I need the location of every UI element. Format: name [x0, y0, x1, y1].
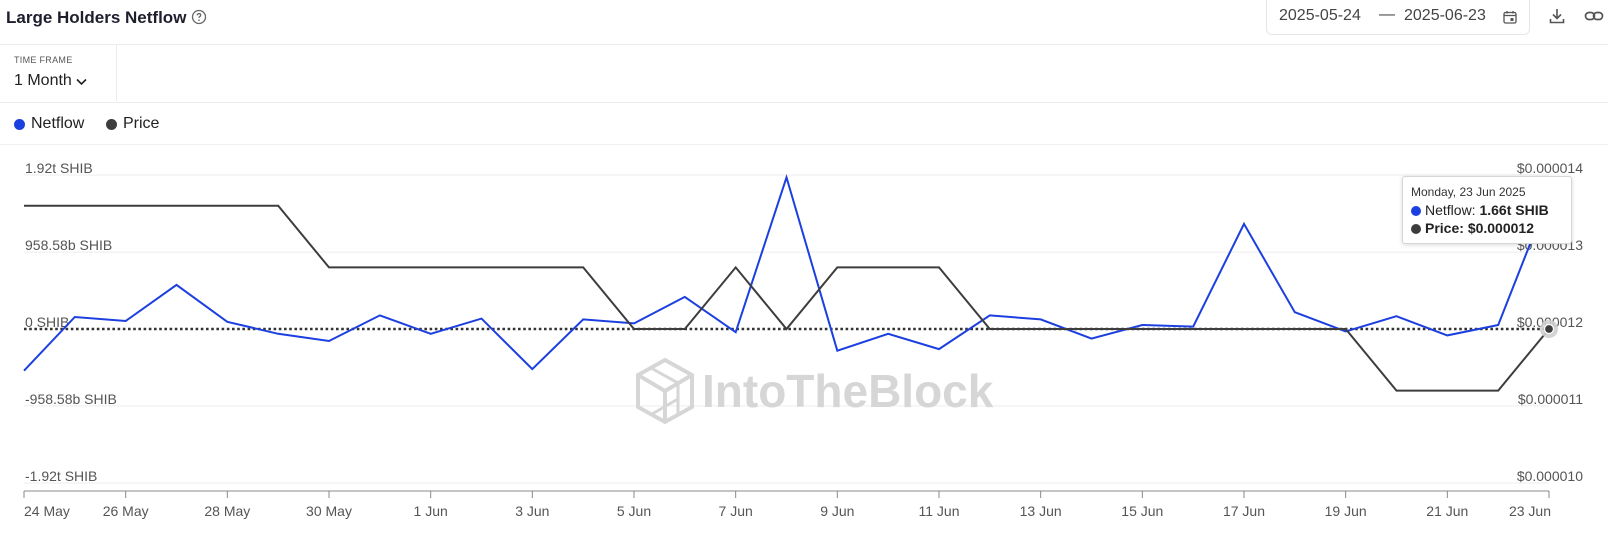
tooltip-netflow-value: 1.66t SHIB	[1479, 202, 1549, 218]
x-tick-label: 1 Jun	[414, 503, 448, 519]
tooltip-price-label: Price:	[1425, 220, 1464, 236]
y-axis-left: 1.92t SHIB 958.58b SHIB 0 SHIB -958.58b SHI…	[25, 160, 117, 484]
timeframe-selector[interactable]: TIME FRAME 1 Month	[0, 45, 117, 101]
legend-dot-netflow	[14, 119, 25, 130]
x-tick-label: 7 Jun	[719, 503, 753, 519]
x-tick-label: 19 Jun	[1325, 503, 1367, 519]
marker-point-price	[1543, 323, 1555, 335]
y-left-tick-label: -958.58b SHIB	[25, 391, 117, 407]
link-icon[interactable]	[1584, 8, 1604, 24]
timeframe-value[interactable]: 1 Month	[14, 72, 72, 89]
series	[23, 174, 1550, 392]
y-left-tick-label: 0 SHIB	[25, 314, 69, 330]
help-circle-icon[interactable]	[191, 9, 207, 25]
tooltip-netflow-label: Netflow:	[1425, 202, 1476, 218]
x-tick-label: 23 Jun	[1509, 503, 1551, 519]
x-tick-label: 3 Jun	[515, 503, 549, 519]
chart-tooltip: Monday, 23 Jun 2025 Netflow: 1.66t SHIB …	[1402, 176, 1572, 244]
tooltip-price-row: Price: $0.000012	[1411, 220, 1534, 236]
x-tick-label: 5 Jun	[617, 503, 651, 519]
y-right-tick-label: $0.000010	[1517, 468, 1583, 484]
series-line-netflow	[23, 174, 1550, 372]
watermark-text: IntoTheBlock	[702, 365, 994, 417]
tooltip-date: Monday, 23 Jun 2025	[1411, 185, 1526, 199]
x-tick-label: 15 Jun	[1121, 503, 1163, 519]
chevron-down-icon[interactable]	[76, 78, 87, 86]
x-tick-label: 24 May	[24, 503, 70, 519]
series-line-price	[24, 204, 1550, 392]
legend-label-price: Price	[123, 115, 160, 132]
x-tick-label: 9 Jun	[820, 503, 854, 519]
date-range-picker[interactable]: 2025-05-24 — 2025-06-23	[1266, 0, 1530, 35]
tooltip-dot-price	[1411, 224, 1421, 234]
y-right-tick-label: $0.000011	[1518, 391, 1583, 407]
date-separator: —	[1379, 6, 1395, 23]
divider	[0, 144, 1608, 145]
legend-label-netflow: Netflow	[31, 115, 85, 132]
x-axis: 24 May 26 May 28 May 30 May 1 Jun 3 Jun 5 Jun 7…	[23, 490, 1551, 519]
x-tick-label: 28 May	[204, 503, 250, 519]
watermark: IntoTheBlock	[636, 357, 994, 425]
y-right-tick-label: $0.000014	[1517, 160, 1583, 176]
tooltip-dot-netflow	[1411, 206, 1421, 216]
y-left-tick-label: 1.92t SHIB	[25, 160, 93, 176]
x-tick-label: 11 Jun	[919, 503, 960, 519]
divider	[0, 102, 1608, 103]
tooltip-netflow-row: Netflow: 1.66t SHIB	[1411, 202, 1549, 218]
chart-header: Large Holders Netflow 2025-05-24 — 2025-…	[0, 0, 1608, 45]
x-tick-label: 13 Jun	[1020, 503, 1062, 519]
download-icon[interactable]	[1548, 7, 1566, 25]
y-left-tick-label: -1.92t SHIB	[25, 468, 97, 484]
date-start[interactable]: 2025-05-24	[1279, 7, 1361, 24]
tooltip-price-value: $0.000012	[1467, 220, 1534, 236]
watermark-logo	[636, 357, 694, 425]
x-tick-label: 30 May	[306, 503, 352, 519]
calendar-icon[interactable]	[1503, 10, 1517, 24]
legend-dot-price	[106, 119, 117, 130]
chart-title: Large Holders Netflow	[6, 8, 187, 27]
x-tick-label: 26 May	[103, 503, 149, 519]
timeframe-label: TIME FRAME	[14, 55, 73, 65]
y-left-tick-label: 958.58b SHIB	[25, 237, 112, 253]
x-tick-label: 17 Jun	[1223, 503, 1265, 519]
x-tick-label: 21 Jun	[1426, 503, 1468, 519]
date-end[interactable]: 2025-06-23	[1404, 7, 1486, 24]
